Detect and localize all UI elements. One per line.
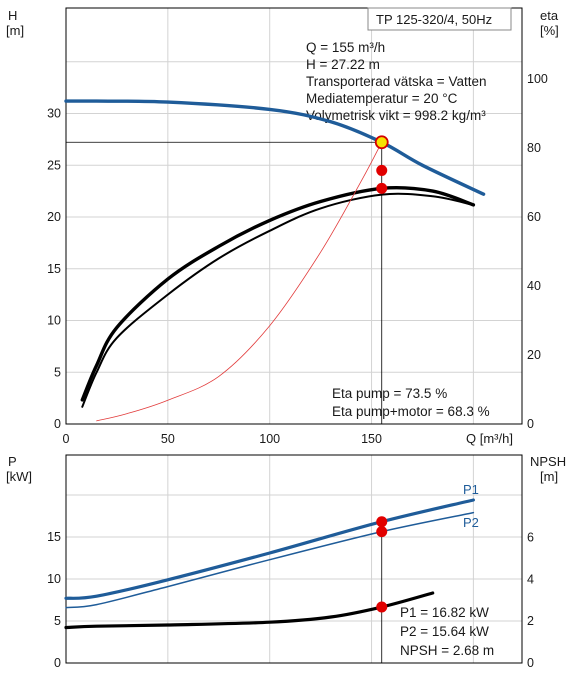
head-tick-label: 0	[54, 417, 61, 431]
operating-point-marker	[374, 135, 389, 150]
flow-tick-label: 100	[259, 432, 280, 446]
eta-point-marker-0	[376, 164, 388, 176]
power-point-marker-0	[376, 516, 388, 528]
npsh-readout: NPSH = 2.68 m	[400, 643, 494, 658]
head-axis-unit: [m]	[6, 23, 24, 38]
head-chart-series	[64, 99, 486, 422]
p2-readout: P2 = 15.64 kW	[400, 624, 489, 639]
head-tick-label: 20	[47, 210, 61, 224]
npsh-tick-label: 2	[527, 614, 534, 628]
head-chart-frame	[65, 7, 523, 425]
power-tick-label: 15	[47, 530, 61, 544]
eta-tick-label: 100	[527, 72, 548, 86]
head-axis-label: H	[8, 8, 17, 23]
head-series-line-0	[64, 99, 486, 196]
eta-point-marker-1	[376, 182, 388, 194]
p1-legend-label: P1	[463, 482, 479, 497]
power-chart-ticks: 0 5 10 15 0 2 4 6	[47, 530, 534, 670]
power-chart-points	[376, 516, 388, 663]
npsh-axis-unit: [m]	[540, 469, 558, 484]
head-efficiency-chart: H [m] eta [%] TP 125-320/4, 50Hz Q = 155…	[6, 7, 559, 446]
head-series-line-3	[96, 141, 383, 422]
power-chart-frame	[65, 454, 523, 664]
eta-curve-lead-line	[81, 372, 98, 407]
head-tick-label: 10	[47, 314, 61, 328]
eta-pump-motor-readout: Eta pump+motor = 68.3 %	[332, 404, 490, 419]
npsh-tick-label: 6	[527, 531, 534, 545]
head-tick-label: 5	[54, 365, 61, 379]
info-line-temperature: Mediatemperatur = 20 °C	[306, 91, 458, 106]
head-chart-ticks: 0 50 100 150 0 5 10 15 20 25 30 0 20 40 60 80 100	[47, 72, 548, 446]
eta-pump-readout: Eta pump = 73.5 %	[332, 386, 447, 401]
info-line-density: Volymetrisk vikt = 998.2 kg/m³	[306, 108, 486, 123]
operating-info: Q = 155 m³/h H = 27.22 m Transporterad v…	[306, 40, 486, 123]
info-line-liquid: Transporterad vätska = Vatten	[306, 74, 486, 89]
eta-tick-label: 40	[527, 279, 541, 293]
power-tick-label: 0	[54, 656, 61, 670]
head-series-line-1	[81, 192, 475, 408]
head-tick-label: 30	[47, 107, 61, 121]
head-chart-points	[66, 135, 389, 424]
power-tick-label: 5	[54, 614, 61, 628]
flow-axis-label: Q [m³/h]	[466, 431, 513, 446]
power-npsh-chart: P [kW] NPSH [m] P1 P2 P1 = 16.82 kW P2 =…	[6, 454, 566, 670]
npsh-tick-label: 0	[527, 656, 534, 670]
p2-legend-label: P2	[463, 515, 479, 530]
eta-tick-label: 80	[527, 141, 541, 155]
power-axis-unit: [kW]	[6, 469, 32, 484]
eta-tick-label: 60	[527, 210, 541, 224]
power-point-marker-1	[376, 526, 388, 538]
pump-title: TP 125-320/4, 50Hz	[376, 12, 492, 27]
info-line-flow: Q = 155 m³/h	[306, 40, 385, 55]
eta-axis-unit: [%]	[540, 23, 559, 38]
head-tick-label: 15	[47, 262, 61, 276]
power-point-marker-2	[376, 601, 388, 613]
flow-tick-label: 150	[361, 432, 382, 446]
eta-tick-label: 0	[527, 417, 534, 431]
info-line-head: H = 27.22 m	[306, 57, 380, 72]
flow-tick-label: 0	[63, 432, 70, 446]
pump-title-box	[367, 7, 512, 31]
p1-readout: P1 = 16.82 kW	[400, 605, 489, 620]
eta-axis-label: eta	[540, 8, 559, 23]
power-series-line-0	[64, 498, 475, 600]
power-tick-label: 10	[47, 572, 61, 586]
head-chart-grid	[65, 7, 523, 425]
head-tick-label: 25	[47, 158, 61, 172]
npsh-axis-label: NPSH	[530, 454, 566, 469]
flow-tick-label: 50	[161, 432, 175, 446]
npsh-tick-label: 4	[527, 572, 534, 586]
eta-tick-label: 20	[527, 348, 541, 362]
power-series-line-1	[65, 511, 475, 609]
power-axis-label: P	[8, 454, 17, 469]
head-series-line-2	[80, 185, 476, 402]
